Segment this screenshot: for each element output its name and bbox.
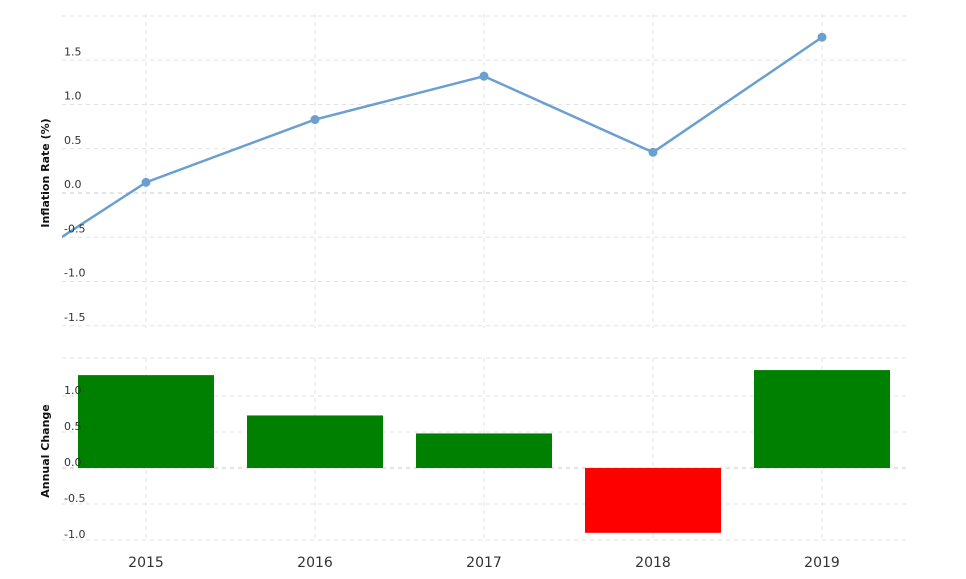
bars-layer (78, 370, 890, 533)
line-chart-y-tick-label: -0.5 (64, 222, 85, 235)
line-point-2016[interactable] (310, 115, 320, 125)
bar-chart-y-tick-label: 0.5 (64, 420, 82, 433)
bar-2019 (754, 370, 890, 468)
line-chart-y-tick-label: 0.0 (64, 178, 82, 191)
bar-chart-y-tick-label: 0.0 (64, 456, 82, 469)
bar-2015 (78, 375, 214, 468)
x-tick-label-2017: 2017 (466, 555, 502, 571)
bar-2018 (585, 468, 721, 533)
line-chart-y-tick-label: 0.5 (64, 134, 82, 147)
bar-chart-y-axis-title: Annual Change (39, 404, 52, 498)
line-chart-y-axis-title: Inflation Rate (%) (39, 118, 52, 227)
bar-2016 (247, 415, 383, 468)
x-tick-label-2019: 2019 (804, 555, 840, 571)
x-tick-label-2015: 2015 (128, 555, 164, 571)
line-chart-y-tick-label: 1.0 (64, 90, 82, 103)
line-chart-y-tick-label: -1.5 (64, 311, 85, 324)
line-point-2019[interactable] (817, 32, 827, 42)
bar-2017 (416, 433, 552, 468)
bar-chart-y-tick-label: -0.5 (64, 492, 85, 505)
line-chart-y-tick-label: -1.0 (64, 267, 85, 280)
bar-chart-y-tick-label: 1.0 (64, 384, 82, 397)
line-point-2017[interactable] (479, 71, 489, 81)
inflation-line (62, 36, 823, 239)
x-tick-label-2016: 2016 (297, 555, 333, 571)
line-point-2018[interactable] (648, 147, 658, 157)
line-layer (62, 32, 827, 239)
labels-layer: -1.5 -1.0 -0.5 0.0 0.5 1.0 1.5 -1.0 -0.5 0.0 0.5 1.… (64, 45, 840, 571)
line-chart-y-tick-label: 1.5 (64, 45, 82, 58)
bar-chart-y-tick-label: -1.0 (64, 528, 85, 541)
line-point-2015[interactable] (141, 177, 151, 187)
x-tick-label-2018: 2018 (635, 555, 671, 571)
